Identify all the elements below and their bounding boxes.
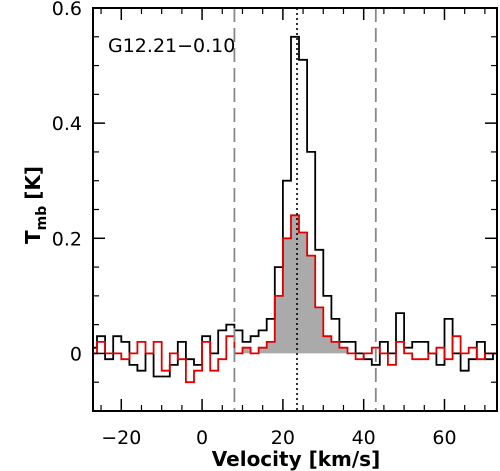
x-tick-label: 40 — [352, 427, 376, 449]
reference-lines-group — [233, 8, 377, 411]
y-tick-label: 0 — [70, 343, 82, 365]
source-name-annotation: G12.21−0.10 — [108, 35, 235, 57]
axis-ticks-group: −20 0 20 40 60 0 0.2 0.4 0.6 — [52, 0, 497, 449]
y-axis-title-unit: [K] — [21, 166, 45, 200]
svg-text:Tmb[K]: Tmb [K] — [21, 166, 50, 244]
integration-fill-area — [234, 215, 352, 354]
y-tick-label: 0.6 — [52, 0, 82, 20]
integrated-area-fill — [234, 215, 352, 354]
y-tick-label: 0.2 — [52, 228, 82, 250]
x-tick-label: 0 — [196, 427, 208, 449]
x-tick-label: −20 — [101, 427, 141, 449]
y-tick-label: 0.4 — [52, 113, 82, 135]
red-spectrum-line — [93, 214, 497, 384]
x-axis-title: Velocity [km/s] — [212, 447, 380, 471]
y-axis-title-subscript: mb — [34, 206, 50, 231]
x-tick-label: 60 — [432, 427, 456, 449]
x-tick-label: 20 — [271, 427, 295, 449]
y-axis-title-main: T — [21, 230, 45, 244]
spectrum-series-group — [93, 35, 497, 384]
y-axis-title: Tmb [K] — [21, 166, 50, 244]
